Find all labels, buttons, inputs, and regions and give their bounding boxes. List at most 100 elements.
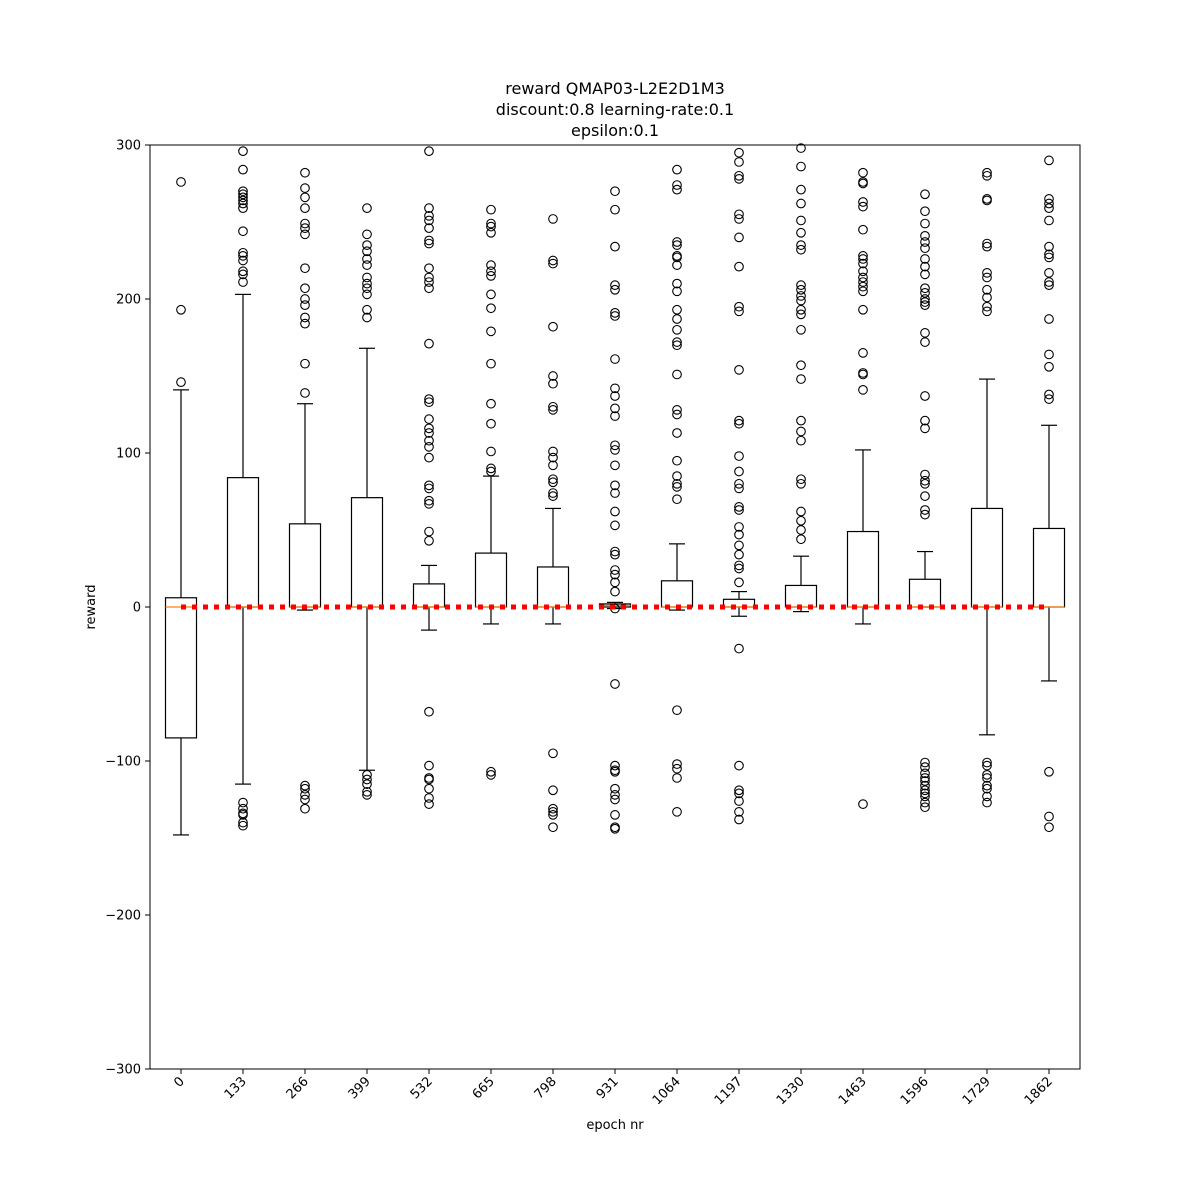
outlier-point (920, 475, 930, 486)
outlier-point (548, 401, 558, 412)
outlier-point (858, 281, 868, 292)
outlier-point (610, 280, 620, 290)
outlier-point (424, 535, 434, 546)
outlier-point (982, 195, 992, 206)
outlier-point (796, 295, 806, 306)
outlier-point (920, 391, 930, 401)
outlier-point (610, 760, 620, 771)
outlier-point (920, 189, 930, 200)
outlier-point (796, 215, 806, 226)
outlier-point (424, 435, 434, 446)
outlier-point (920, 776, 930, 786)
outlier-point (858, 197, 868, 207)
outlier-point (1044, 198, 1054, 209)
x-tick-label: 399 (346, 1074, 374, 1102)
outlier-point (424, 452, 434, 463)
outlier-point (424, 483, 434, 494)
y-tick-label: 100 (116, 447, 141, 462)
box-iqr (722, 598, 756, 608)
outlier-point (672, 252, 682, 263)
outlier-point (610, 480, 620, 491)
outlier-point (796, 478, 806, 489)
outlier-point (610, 679, 620, 689)
outlier-point (1044, 215, 1054, 226)
box-iqr (784, 584, 818, 608)
outlier-point (548, 214, 558, 224)
outlier-point (548, 488, 558, 498)
outlier-point (796, 240, 806, 250)
outlier-point (610, 790, 620, 800)
outlier-point (734, 788, 744, 799)
outlier-point (982, 267, 992, 278)
outlier-point (424, 210, 434, 221)
outlier-point (734, 261, 744, 272)
outlier-point (362, 790, 372, 800)
outlier-point (610, 284, 620, 295)
outlier-point (920, 297, 930, 307)
outlier-point (424, 774, 434, 785)
outlier-point (610, 308, 620, 318)
outlier-point (920, 237, 930, 247)
outlier-point (610, 506, 620, 517)
outlier-point (610, 460, 620, 471)
outlier-point (424, 338, 434, 349)
x-tick-label: 0 (171, 1074, 187, 1090)
outlier-point (610, 577, 620, 588)
x-tick-label: 798 (532, 1074, 560, 1102)
y-tick-label: −100 (105, 755, 141, 770)
outlier-point (424, 215, 434, 226)
outlier-point (1044, 155, 1054, 166)
outlier-point (610, 354, 620, 364)
outlier-point (1044, 314, 1054, 324)
outlier-point (610, 520, 620, 531)
outlier-point (672, 369, 682, 380)
outlier-point (734, 577, 744, 588)
x-axis: 0 133 266 399 532 665 798 931 1064 1197 1330 1463 15… (171, 1069, 1056, 1108)
outlier-point (424, 235, 434, 246)
outlier-point (424, 526, 434, 537)
outlier-point (734, 502, 744, 512)
outlier-point (920, 491, 930, 501)
outlier-point (672, 482, 682, 492)
outlier-point (486, 221, 496, 232)
outlier-point (920, 757, 930, 768)
title-line-3: epsilon:0.1 (571, 121, 659, 140)
outlier-point (548, 748, 558, 759)
x-tick-label: 1197 (712, 1074, 746, 1108)
outlier-point (982, 780, 992, 791)
outlier-point (1044, 252, 1054, 263)
outlier-point (486, 204, 496, 215)
outlier-point (362, 278, 372, 289)
outlier-point (424, 397, 434, 408)
outlier-point (920, 415, 930, 426)
box-iqr (474, 552, 508, 608)
outlier-point (610, 549, 620, 560)
outlier-point (610, 810, 620, 820)
outlier-point (362, 786, 372, 797)
outlier-point (486, 770, 496, 780)
outlier-point (238, 203, 248, 213)
outlier-point (1044, 277, 1054, 287)
outlier-point (610, 586, 620, 597)
outlier-point (796, 284, 806, 295)
outlier-point (486, 289, 496, 300)
box-group (412, 146, 446, 809)
outlier-point (424, 238, 434, 249)
outlier-point (672, 759, 682, 769)
outlier-point (300, 167, 310, 178)
outlier-point (300, 183, 310, 193)
outlier-point (672, 180, 682, 190)
outlier-point (300, 794, 310, 805)
outlier-point (982, 773, 992, 783)
outlier-point (238, 247, 248, 258)
x-axis-label: epoch nr (586, 1118, 644, 1133)
outlier-point (982, 783, 992, 794)
outlier-point (734, 170, 744, 181)
outlier-point (238, 803, 248, 814)
outlier-point (734, 814, 744, 825)
outlier-point (238, 266, 248, 277)
outlier-point (238, 198, 248, 209)
box-group (722, 147, 756, 825)
outlier-point (548, 371, 558, 381)
outlier-point (176, 177, 186, 187)
